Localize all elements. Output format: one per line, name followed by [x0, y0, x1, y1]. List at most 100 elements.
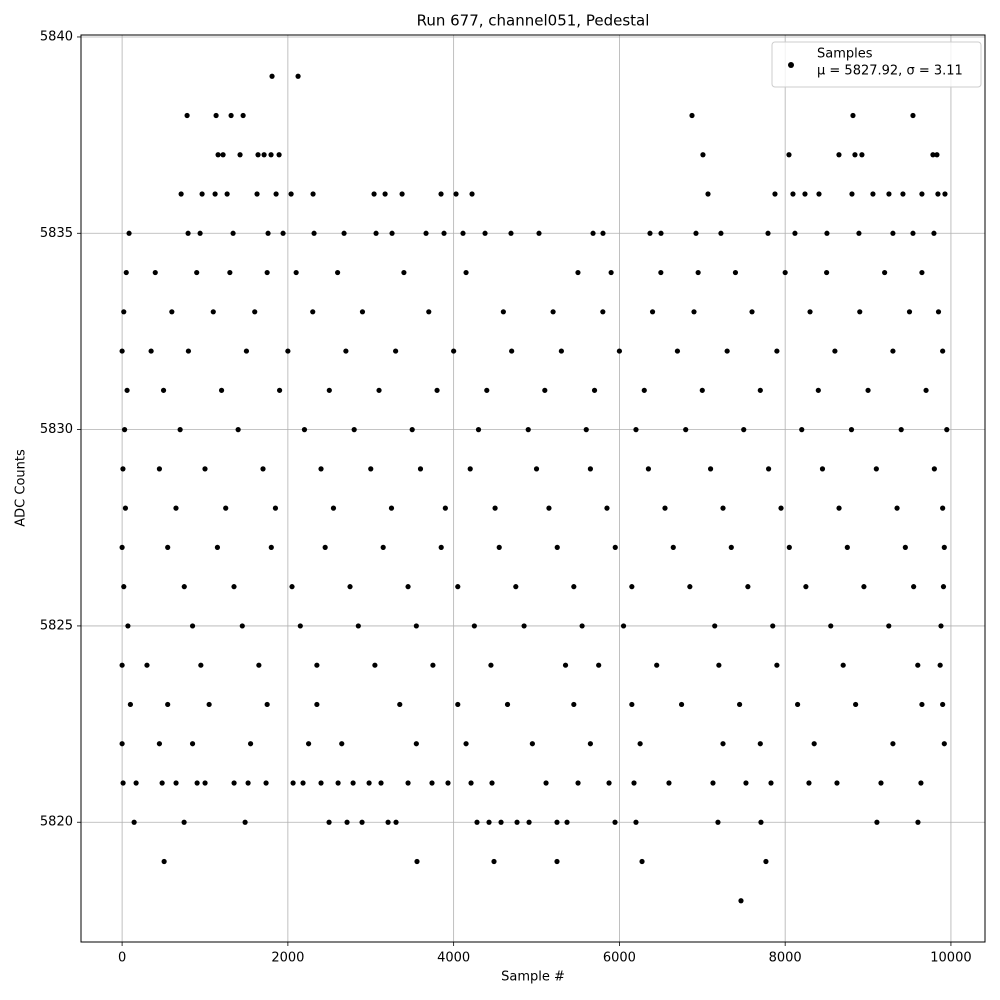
data-point — [890, 741, 896, 747]
data-point — [670, 544, 676, 550]
data-point — [255, 152, 261, 158]
data-point — [807, 309, 813, 315]
data-point — [268, 544, 274, 550]
data-point — [720, 741, 726, 747]
data-point — [376, 387, 382, 393]
data-point — [774, 662, 780, 668]
data-point — [148, 348, 154, 354]
data-point — [861, 584, 867, 590]
data-point — [341, 230, 347, 236]
data-point — [235, 427, 241, 433]
data-point — [359, 309, 366, 315]
data-point — [732, 269, 739, 276]
data-point — [264, 701, 270, 708]
data-point — [915, 819, 921, 825]
data-point — [799, 427, 805, 433]
data-point — [600, 309, 606, 315]
data-point — [121, 584, 127, 590]
data-point — [803, 584, 809, 590]
data-point — [935, 191, 941, 197]
x-tick-label: 8000 — [769, 951, 802, 966]
data-point — [662, 505, 668, 511]
data-point — [169, 309, 175, 315]
data-point — [194, 269, 200, 276]
data-point — [371, 191, 377, 197]
data-point — [898, 427, 904, 433]
data-point — [849, 191, 855, 197]
data-point — [678, 701, 685, 708]
data-point — [906, 309, 913, 315]
data-point — [335, 780, 341, 786]
data-point — [940, 348, 946, 354]
data-point — [491, 858, 497, 865]
data-point — [579, 623, 585, 629]
data-point — [288, 191, 294, 197]
legend: Samples μ = 5827.92, σ = 3.11 — [771, 41, 982, 88]
data-point — [165, 701, 171, 708]
data-point — [160, 387, 167, 393]
data-point — [509, 348, 515, 354]
data-point — [414, 858, 420, 865]
data-point — [210, 309, 216, 315]
data-point — [571, 701, 577, 708]
legend-stats: μ = 5827.92, σ = 3.11 — [817, 64, 963, 79]
data-point — [941, 741, 947, 747]
data-point — [533, 466, 540, 472]
data-point — [911, 584, 917, 590]
data-point — [300, 780, 306, 786]
data-point — [612, 819, 618, 825]
data-point — [915, 662, 921, 668]
data-point — [125, 623, 131, 629]
data-point — [123, 269, 129, 276]
data-point — [389, 230, 395, 236]
data-point — [816, 191, 822, 197]
data-point — [811, 741, 817, 747]
data-point — [120, 466, 126, 472]
data-point — [844, 544, 850, 550]
data-point — [231, 780, 237, 786]
data-point — [620, 623, 627, 629]
data-point — [212, 191, 218, 197]
data-point — [543, 780, 549, 786]
data-point — [269, 73, 275, 79]
data-point — [745, 584, 751, 590]
data-point — [469, 191, 475, 197]
data-point — [385, 819, 391, 825]
data-point — [165, 544, 171, 550]
data-point — [194, 780, 200, 786]
data-point — [715, 819, 721, 825]
data-point — [133, 780, 139, 786]
data-point — [260, 466, 266, 472]
data-point — [828, 623, 834, 629]
y-axis-label: ADC Counts — [14, 449, 29, 527]
data-point — [741, 427, 747, 433]
data-point — [919, 191, 925, 197]
data-point — [873, 466, 879, 472]
legend-label: Samples — [817, 47, 873, 62]
data-point — [426, 309, 432, 315]
data-point — [305, 741, 312, 747]
data-point — [583, 427, 589, 433]
data-point — [131, 819, 137, 825]
data-point — [256, 662, 262, 668]
data-point — [124, 387, 130, 393]
data-point — [430, 662, 436, 668]
data-point — [119, 544, 125, 550]
data-point — [521, 623, 527, 629]
data-point — [492, 505, 498, 511]
data-point — [596, 662, 602, 668]
data-point — [290, 780, 296, 786]
data-point — [824, 230, 830, 236]
data-point — [189, 741, 196, 747]
data-point — [463, 269, 469, 276]
data-point — [840, 662, 846, 668]
data-point — [824, 269, 830, 276]
data-point — [856, 230, 862, 236]
data-point — [405, 584, 411, 590]
data-point — [940, 584, 947, 590]
data-point — [707, 466, 714, 472]
data-point — [712, 623, 718, 629]
data-point — [641, 387, 647, 393]
data-point — [120, 780, 126, 786]
data-point — [314, 701, 320, 708]
